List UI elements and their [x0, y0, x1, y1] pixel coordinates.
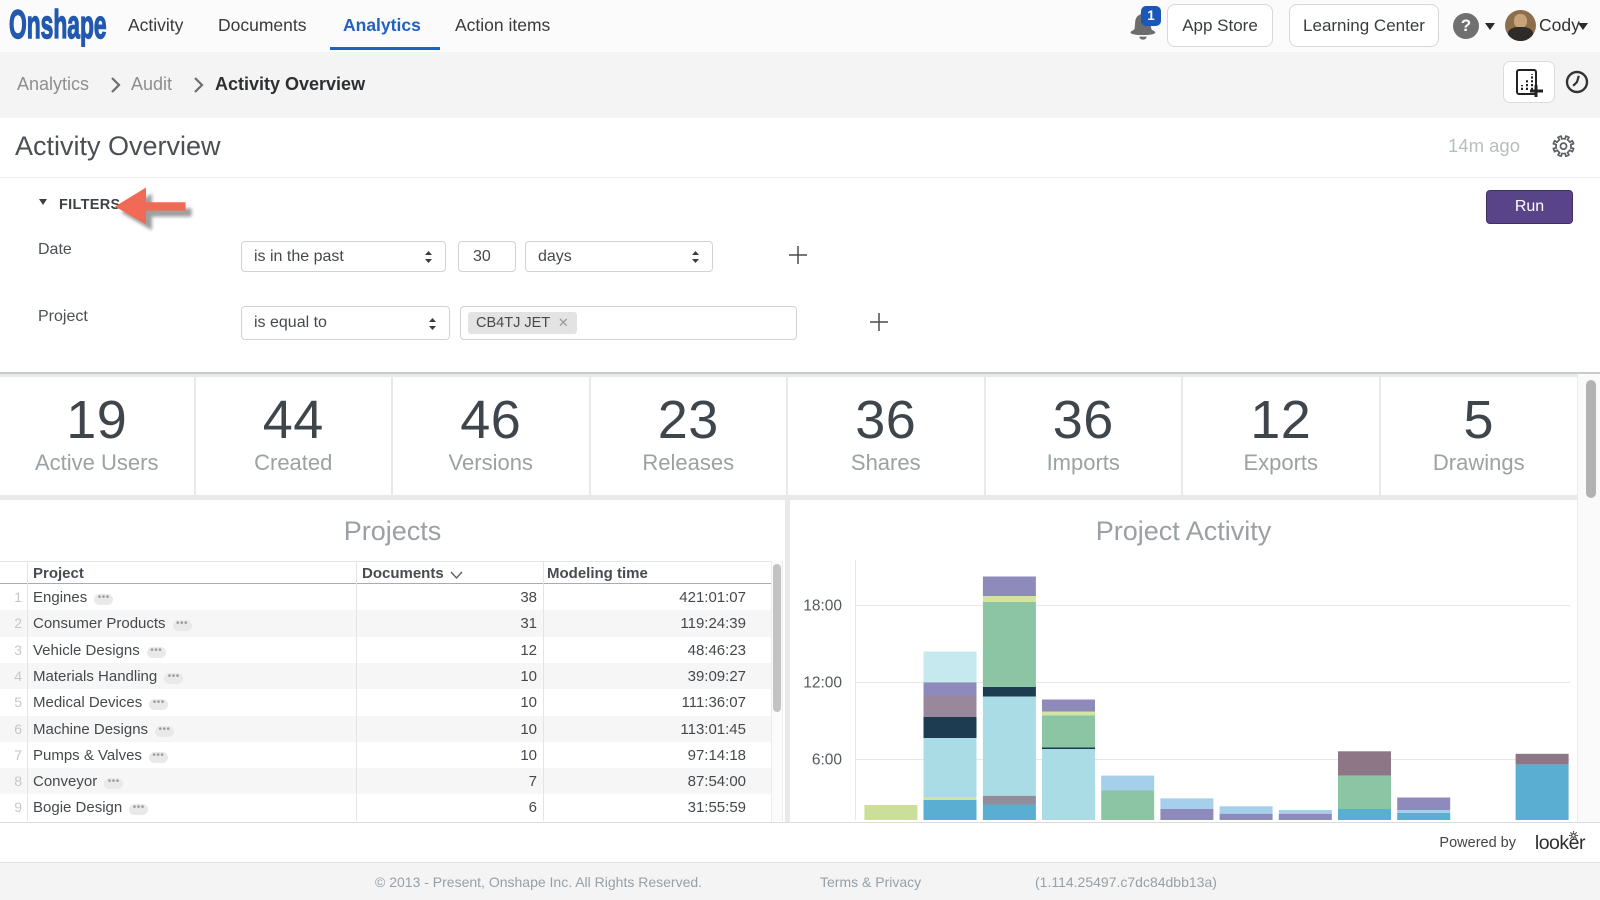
svg-text:18:00: 18:00 [803, 598, 842, 615]
svg-text:6:00: 6:00 [812, 752, 843, 769]
svg-text:12:00: 12:00 [803, 675, 842, 692]
